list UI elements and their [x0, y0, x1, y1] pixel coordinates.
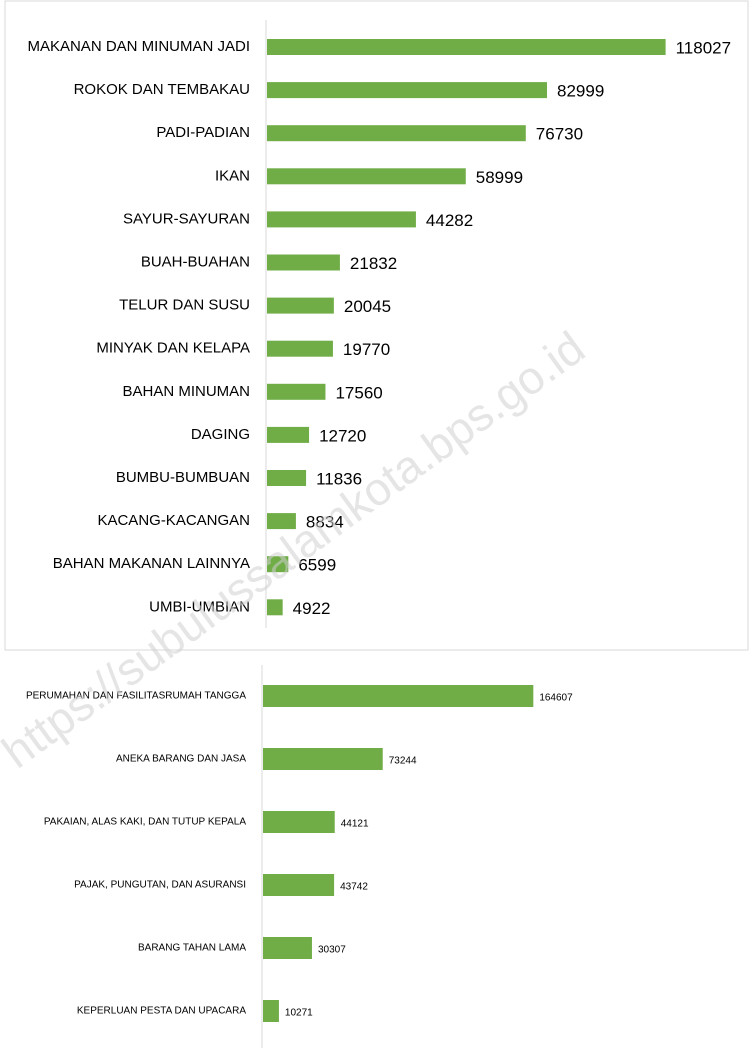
- bar: [267, 211, 416, 228]
- category-label: KEPERLUAN PESTA DAN UPACARA: [77, 1006, 246, 1017]
- value-label: 30307: [318, 945, 346, 956]
- value-label: 164607: [539, 693, 573, 704]
- category-label: BUMBU-BUMBUAN: [116, 469, 250, 486]
- bar: [267, 297, 334, 314]
- value-label: 19770: [343, 340, 390, 359]
- value-label: 73244: [389, 756, 417, 767]
- bar: [267, 599, 283, 616]
- value-label: 44282: [426, 211, 473, 230]
- bar: [267, 168, 466, 185]
- value-label: 58999: [476, 168, 523, 187]
- bar: [267, 39, 666, 55]
- category-label: PERUMAHAN DAN FASILITASRUMAH TANGGA: [26, 691, 246, 702]
- value-label: 8834: [306, 513, 344, 532]
- value-label: 21832: [350, 254, 397, 273]
- value-label: 76730: [536, 125, 583, 144]
- bar: [267, 556, 289, 573]
- chart-frame: [4, 0, 749, 651]
- value-label: 118027: [676, 38, 731, 57]
- bar: [267, 254, 340, 271]
- value-label: 20045: [344, 297, 391, 316]
- bar: [267, 125, 526, 142]
- category-label: BAHAN MAKANAN LAINNYA: [53, 555, 250, 572]
- bar: [267, 470, 307, 486]
- category-label: SAYUR-SAYURAN: [123, 210, 250, 227]
- bar: [267, 383, 326, 400]
- value-label: 17560: [335, 383, 382, 402]
- category-label: UMBI-UMBIAN: [149, 598, 250, 615]
- value-label: 43742: [340, 882, 368, 893]
- value-label: 4922: [293, 599, 331, 618]
- bar: [267, 82, 548, 99]
- bar: [263, 811, 335, 833]
- bar: [267, 426, 310, 443]
- category-label: BUAH-BUAHAN: [141, 253, 250, 270]
- category-label: MINYAK DAN KELAPA: [96, 340, 250, 357]
- bar: [267, 513, 296, 530]
- category-label: DAGING: [191, 426, 250, 443]
- value-label: 10271: [285, 1008, 313, 1019]
- category-label: IKAN: [215, 167, 250, 184]
- value-label: 82999: [557, 82, 604, 101]
- category-label: PAKAIAN, ALAS KAKI, DAN TUTUP KEPALA: [44, 817, 246, 828]
- category-label: KACANG-KACANGAN: [97, 512, 250, 529]
- bar: [263, 1000, 279, 1022]
- category-label: PADI-PADIAN: [156, 124, 250, 141]
- value-label: 6599: [298, 556, 336, 575]
- category-label: MAKANAN DAN MINUMAN JADI: [27, 38, 250, 55]
- category-label: ANEKA BARANG DAN JASA: [116, 754, 246, 765]
- value-label: 11836: [316, 469, 362, 488]
- bar: [263, 748, 383, 770]
- bar: [267, 340, 333, 357]
- category-label: PAJAK, PUNGUTAN, DAN ASURANSI: [74, 880, 246, 891]
- value-label: 44121: [341, 819, 369, 830]
- charts: MAKANAN DAN MINUMAN JADI 118027 ROKOK DAN …: [26, 20, 731, 1048]
- bar: [263, 874, 335, 896]
- bar: [263, 685, 534, 707]
- value-label: 12720: [319, 426, 366, 445]
- category-label: BARANG TAHAN LAMA: [138, 943, 246, 954]
- category-label: TELUR DAN SUSU: [119, 297, 250, 314]
- category-label: ROKOK DAN TEMBAKAU: [74, 81, 250, 98]
- category-label: BAHAN MINUMAN: [122, 383, 250, 400]
- bar: [263, 937, 312, 959]
